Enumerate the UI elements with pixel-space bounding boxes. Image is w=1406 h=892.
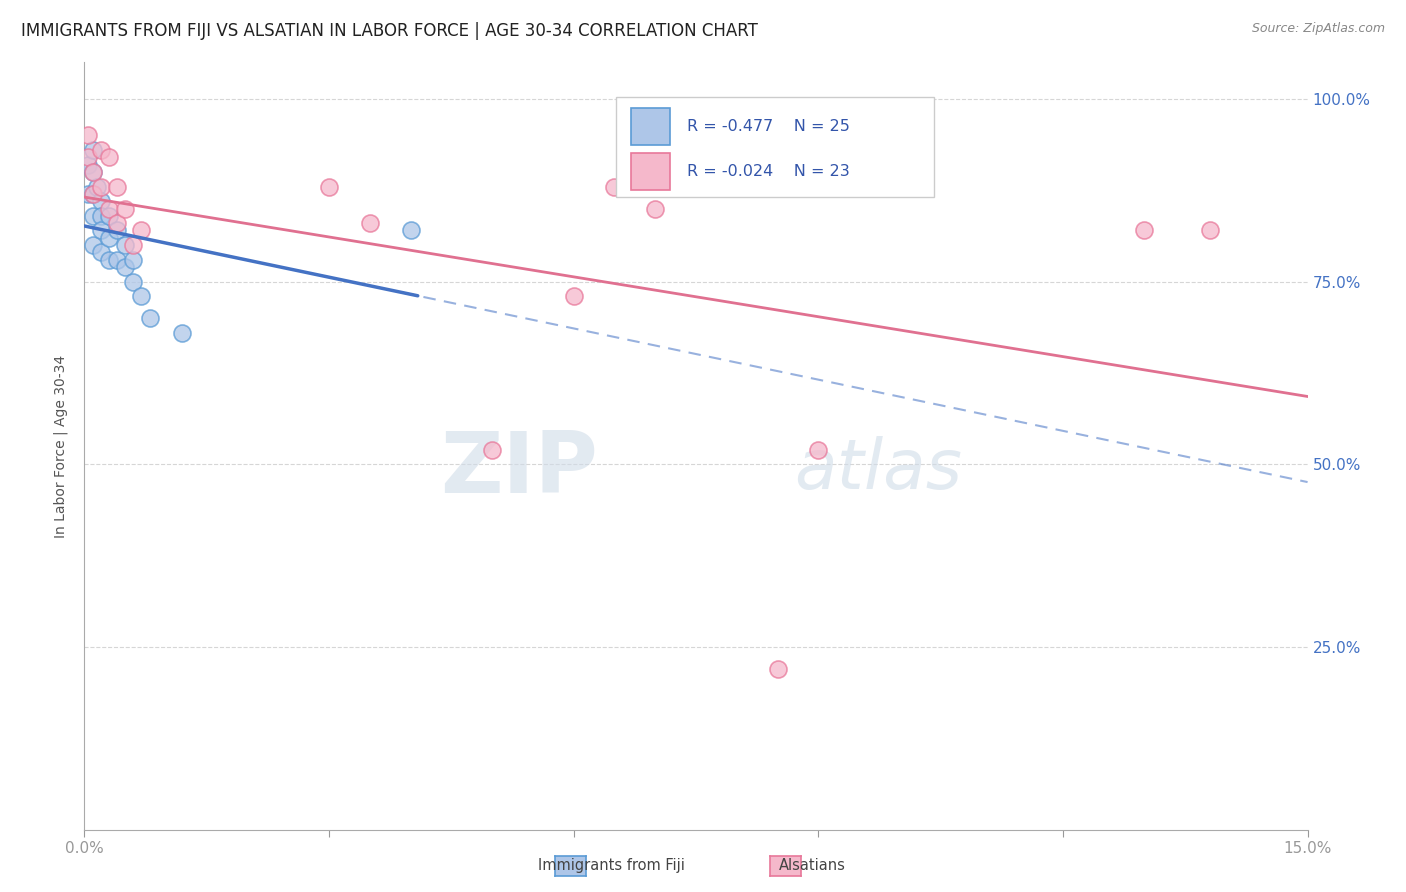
Point (114, 238, 136, 252)
Point (90, 179, 112, 194)
Point (114, 202, 136, 216)
Point (105, 252, 128, 267)
Text: ZIP: ZIP (440, 427, 598, 510)
Point (82, 165, 104, 179)
Point (766, 662, 789, 676)
Text: atlas: atlas (794, 435, 962, 502)
Text: R = -0.024    N = 23: R = -0.024 N = 23 (688, 164, 851, 179)
Text: Immigrants from Fiji: Immigrants from Fiji (538, 858, 685, 872)
Point (82, 209, 104, 223)
Point (105, 179, 128, 194)
Point (97, 209, 120, 223)
Point (138, 311, 160, 326)
Point (77, 150, 100, 164)
Point (562, 289, 585, 303)
Point (807, 442, 830, 457)
Text: Alsatians: Alsatians (779, 858, 846, 872)
Point (105, 216, 128, 230)
FancyBboxPatch shape (631, 153, 671, 190)
Point (90, 143, 112, 157)
Point (82, 186, 104, 201)
FancyBboxPatch shape (631, 108, 671, 145)
Point (77, 186, 100, 201)
Y-axis label: In Labor Force | Age 30-34: In Labor Force | Age 30-34 (53, 354, 69, 538)
Point (603, 179, 626, 194)
Point (1133, 223, 1156, 237)
Point (90, 223, 112, 237)
Point (90, 245, 112, 260)
Text: Source: ZipAtlas.com: Source: ZipAtlas.com (1251, 22, 1385, 36)
Point (172, 326, 194, 340)
Point (644, 202, 666, 216)
Point (77, 128, 100, 143)
Point (82, 186, 104, 201)
Point (131, 289, 153, 303)
Point (1198, 223, 1220, 237)
Point (131, 223, 153, 237)
Point (97, 252, 120, 267)
Point (86, 179, 108, 194)
Point (97, 150, 120, 164)
Point (318, 179, 340, 194)
Point (122, 275, 145, 289)
Point (359, 216, 381, 230)
Text: IMMIGRANTS FROM FIJI VS ALSATIAN IN LABOR FORCE | AGE 30-34 CORRELATION CHART: IMMIGRANTS FROM FIJI VS ALSATIAN IN LABO… (21, 22, 758, 40)
Point (82, 238, 104, 252)
Point (82, 143, 104, 157)
Point (82, 165, 104, 179)
Point (481, 442, 503, 457)
Point (97, 231, 120, 245)
Point (90, 209, 112, 223)
Point (105, 223, 128, 237)
FancyBboxPatch shape (616, 97, 935, 197)
Point (90, 194, 112, 209)
Point (97, 202, 120, 216)
Point (114, 260, 136, 274)
Text: R = -0.477    N = 25: R = -0.477 N = 25 (688, 119, 851, 134)
Point (122, 238, 145, 252)
Point (399, 223, 422, 237)
Point (122, 252, 145, 267)
Point (77, 158, 100, 172)
